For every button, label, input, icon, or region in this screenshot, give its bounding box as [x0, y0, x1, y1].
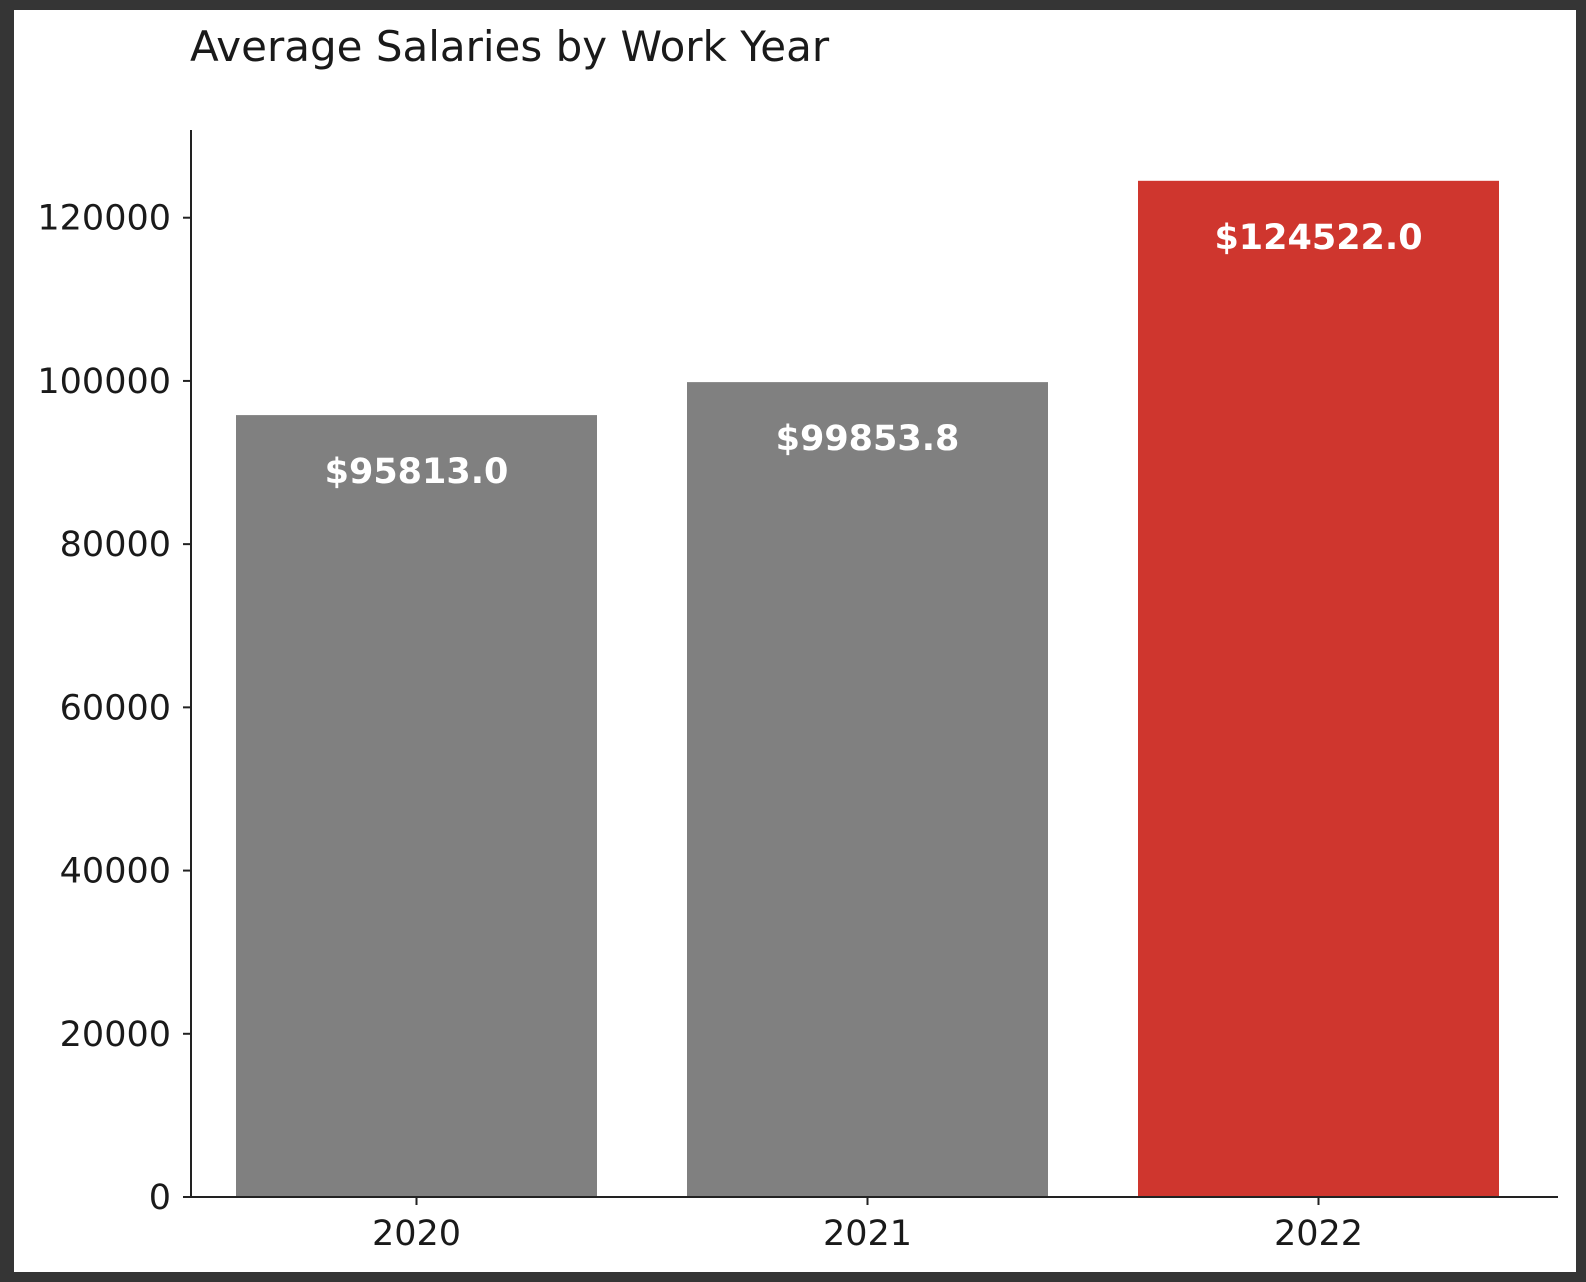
x-tick-label-2022: 2022	[1274, 1214, 1363, 1254]
y-tick-label-120000: 120000	[37, 199, 171, 239]
y-tick-label-80000: 80000	[60, 525, 171, 565]
y-tick-label-100000: 100000	[37, 362, 171, 402]
bar-2020	[236, 415, 597, 1197]
data-label-2022: $124522.0	[1214, 218, 1422, 258]
data-label-2021: $99853.8	[776, 419, 960, 459]
x-tick-label-2021: 2021	[823, 1214, 912, 1254]
y-tick-label-60000: 60000	[60, 688, 171, 728]
bar-2022	[1138, 180, 1499, 1198]
y-tick-label-0: 0	[149, 1178, 171, 1218]
y-tick-label-20000: 20000	[60, 1015, 171, 1055]
chart-title: Average Salaries by Work Year	[190, 22, 830, 71]
bar-2021	[687, 382, 1048, 1197]
y-tick-label-40000: 40000	[60, 852, 171, 892]
data-label-2020: $95813.0	[325, 452, 509, 492]
x-tick-label-2020: 2020	[372, 1214, 461, 1254]
